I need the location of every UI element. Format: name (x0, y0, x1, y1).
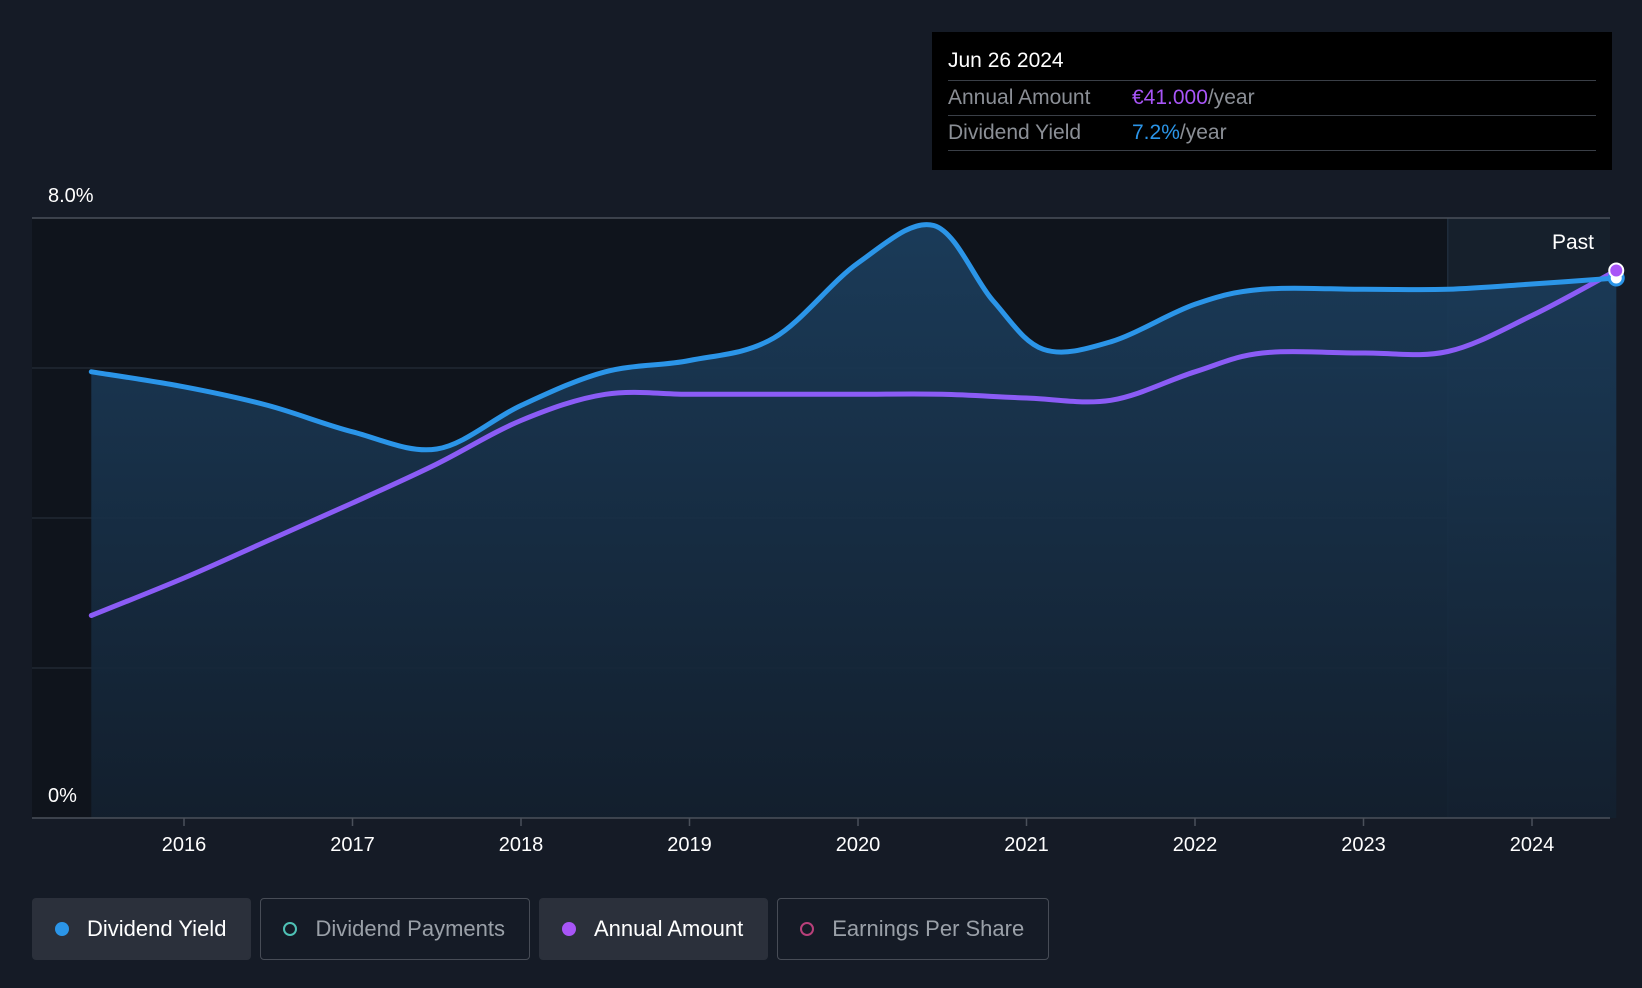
y-tick-label-top: 8.0% (48, 185, 94, 207)
legend-annual-amount-button[interactable]: Annual Amount (538, 898, 769, 960)
x-axis-ticks: 2016 2017 2018 2019 2020 2021 2022 2023 2024 (162, 818, 1555, 856)
dividend-yield-area (91, 224, 1617, 818)
legend-dividend-yield-button[interactable]: Dividend Yield (32, 898, 252, 960)
legend: Dividend Yield Dividend Payments Annual … (32, 898, 1050, 960)
legend-dividend-yield-label: Dividend Yield (87, 916, 227, 941)
annual-amount-line (88, 268, 1619, 618)
tooltip-annual-amount-value: €41.000 (1132, 86, 1208, 109)
x-tick-label: 2024 (1510, 834, 1555, 856)
legend-earnings-per-share-button[interactable]: Earnings Per Share (777, 898, 1050, 960)
dividend-yield-line (88, 222, 1619, 453)
x-tick-label: 2019 (667, 834, 712, 856)
y-tick-label-bottom: 0% (48, 785, 77, 807)
tooltip-annual-amount-unit: /year (1207, 86, 1255, 109)
x-tick-label: 2016 (162, 834, 207, 856)
annual-amount-end-marker (1608, 262, 1625, 279)
x-tick-label: 2023 (1341, 834, 1386, 856)
dividend-yield-dot-icon (55, 922, 69, 936)
annual-amount-dot-icon (561, 922, 576, 936)
x-tick-label: 2017 (330, 834, 375, 856)
earnings-per-share-ring-icon (800, 922, 815, 936)
past-label: Past (1552, 231, 1594, 254)
tooltip-dividend-yield-unit: /year (1179, 121, 1227, 144)
tooltip-dividend-yield-value: 7.2% (1132, 121, 1180, 144)
legend-dividend-payments-button[interactable]: Dividend Payments (260, 898, 530, 960)
x-tick-label: 2022 (1173, 834, 1218, 856)
x-tick-label: 2018 (499, 834, 544, 856)
dividend-payments-ring-icon (283, 922, 298, 936)
tooltip-annual-amount-row: Annual Amount €41.000 /year (948, 81, 1596, 116)
x-tick-label: 2021 (1004, 834, 1049, 856)
x-tick-label: 2020 (836, 834, 881, 856)
tooltip-annual-amount-label: Annual Amount (948, 86, 1091, 109)
tooltip-date: Jun 26 2024 (948, 46, 1596, 81)
legend-dividend-payments-label: Dividend Payments (315, 916, 505, 941)
tooltip-dividend-yield-label: Dividend Yield (948, 121, 1082, 144)
tooltip-dividend-yield-row: Dividend Yield 7.2% /year (948, 116, 1596, 151)
legend-earnings-per-share-label: Earnings Per Share (832, 916, 1025, 941)
legend-annual-amount-label: Annual Amount (593, 916, 744, 941)
tooltip: Jun 26 2024 Annual Amount €41.000 /year … (932, 32, 1612, 170)
